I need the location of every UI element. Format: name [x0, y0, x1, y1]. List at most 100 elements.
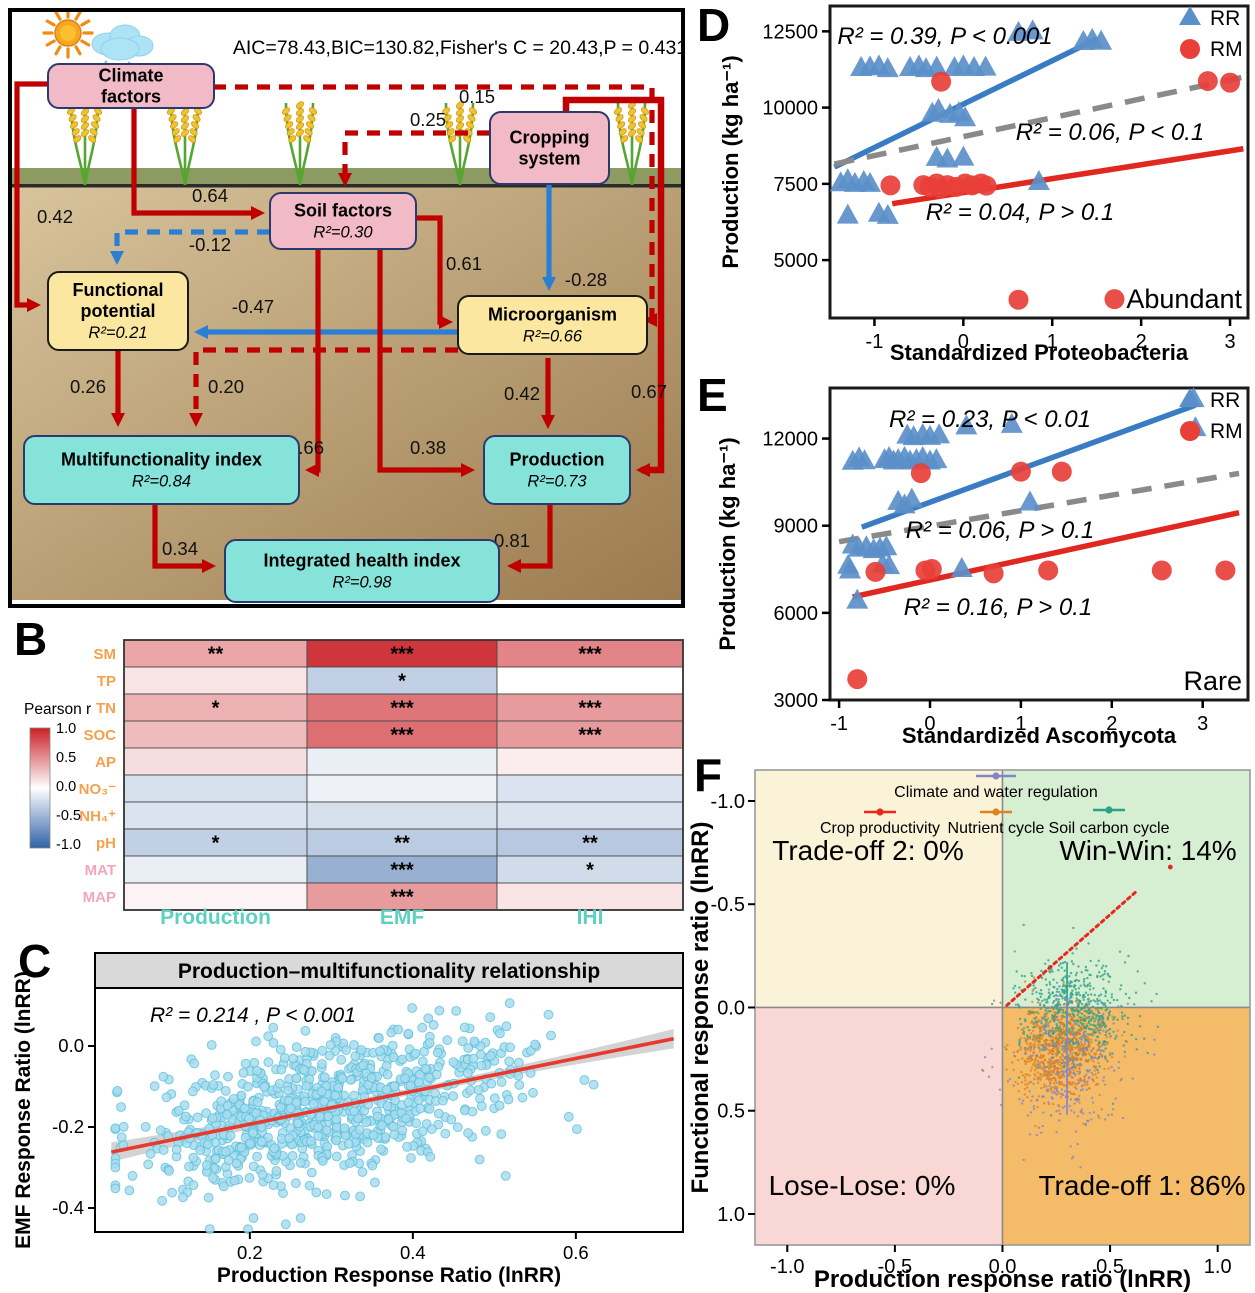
svg-text:-0.2: -0.2	[52, 1116, 84, 1137]
sem-edge-label-production-ihi: 0.81	[494, 530, 530, 551]
plot-title: Production–multifunctionality relationsh…	[178, 960, 600, 983]
sem-node-emf: Multifunctionality index R²=0.84	[23, 435, 300, 505]
quadrant-label-trade-off-2: Trade-off 2: 0%	[772, 835, 963, 866]
rice-plant-icon	[613, 101, 650, 186]
svg-text:Multifunctionality index: Multifunctionality index	[61, 450, 262, 470]
sem-edge-cropping-soil	[338, 130, 490, 187]
legend-label: Climate and water regulation	[894, 784, 1098, 801]
svg-text:9000: 9000	[774, 516, 819, 538]
r2-annotation: R² = 0.06, P > 0.1	[906, 517, 1095, 544]
svg-text:10000: 10000	[762, 98, 818, 120]
svg-text:0: 0	[924, 713, 935, 735]
regression-line	[110, 1036, 675, 1154]
heatmap-cell	[496, 882, 684, 911]
svg-text:R²=0.98: R²=0.98	[332, 574, 392, 592]
y-axis-title: EMF Response Ratio (lnRR)	[12, 971, 35, 1249]
svg-text:2: 2	[1106, 713, 1117, 735]
legend-tick: -1.0	[56, 837, 81, 853]
legend-tick: 0.0	[56, 779, 76, 795]
svg-text:0.5: 0.5	[1096, 1256, 1124, 1278]
panel-a-border	[8, 8, 685, 608]
axes: -1 0 1 2 3 5000 7500 10000 12500	[762, 21, 1235, 353]
y-axis-title: Functional response ratio (lnRR)	[690, 821, 714, 1193]
svg-text:-0.4: -0.4	[52, 1197, 84, 1218]
heatmap-column-labels: Production EMF IHI	[160, 906, 603, 929]
significance-stars: *	[212, 833, 220, 855]
sem-fit-statistics: AIC=78.43,BIC=130.82,Fisher's C = 20.43,…	[233, 37, 685, 59]
sem-edge-label-micro-production: 0.42	[504, 383, 540, 404]
legend-label-RR: RR	[1210, 389, 1240, 412]
axes: 0.2 0.4 0.6 0.0 -0.2 -0.4	[52, 1035, 589, 1263]
points-RR	[829, 19, 1113, 224]
points-RM	[847, 461, 1236, 690]
row-label-MAT: MAT	[85, 862, 116, 879]
svg-text:0.4: 0.4	[400, 1242, 426, 1263]
heatmap-cell	[496, 639, 684, 668]
rain-cloud-icon	[91, 24, 154, 78]
sem-edge-emf-ihi	[152, 504, 216, 573]
svg-text:0.0: 0.0	[58, 1035, 84, 1056]
svg-text:1.0: 1.0	[1204, 1256, 1232, 1278]
sem-edge-climate-micro	[213, 84, 657, 327]
significance-stars: ***	[578, 725, 602, 747]
row-label-TP: TP	[97, 673, 116, 690]
sem-edge-label-climate-micro: 0.15	[459, 86, 495, 107]
row-label-TN: TN	[96, 700, 116, 717]
x-axis-title: Standardized Ascomycota	[902, 723, 1177, 748]
heatmap-cell	[123, 801, 308, 830]
svg-text:3: 3	[1197, 713, 1208, 735]
fit-line-RR-fit	[833, 36, 1098, 170]
row-label-MAP: MAP	[83, 889, 116, 906]
panel-b-label: B	[14, 613, 48, 665]
svg-text:R²=0.84: R²=0.84	[132, 473, 191, 491]
sem-edge-micro-emf	[189, 347, 458, 427]
svg-text:3000: 3000	[774, 690, 819, 712]
panel-f-quadrant: Trade-off 2: 0% Win-Win: 14% Lose-Lose: 0%…	[690, 769, 1251, 1293]
sem-node-production: Production R²=0.73	[483, 435, 631, 505]
row-label-NO₃⁻: NO₃⁻	[79, 781, 116, 798]
column-label-EMF: EMF	[380, 906, 425, 929]
heatmap-cell	[496, 801, 684, 830]
svg-text:R²=0.73: R²=0.73	[527, 473, 587, 491]
significance-stars: **	[208, 644, 224, 666]
corner-tag: Abundant	[1126, 284, 1242, 314]
svg-text:0.0: 0.0	[989, 1256, 1017, 1278]
legend-title: Pearson r	[24, 701, 91, 718]
points-RM	[880, 71, 1241, 310]
svg-text:Cropping: Cropping	[510, 128, 590, 148]
rice-plant-icon	[66, 101, 103, 186]
r2-annotation: R² = 0.214 , P < 0.001	[150, 1004, 356, 1027]
svg-text:-1: -1	[830, 713, 848, 735]
heatmap-cell	[496, 747, 684, 776]
sem-edge-label-climate-functional: 0.42	[37, 206, 73, 227]
significance-stars: ***	[390, 725, 414, 747]
heatmap-cell	[306, 747, 498, 776]
sem-edge-soil-functional	[110, 229, 270, 265]
svg-text:system: system	[518, 149, 580, 169]
svg-text:potential: potential	[81, 301, 156, 321]
legend-label: Crop productivity	[820, 820, 940, 837]
svg-text:-1.0: -1.0	[711, 791, 745, 813]
y-axis-title: Production (kg ha⁻¹)	[718, 55, 743, 268]
sem-edge-label-cropping-production: 0.67	[631, 381, 667, 402]
x-axis-title: Standardized Proteobacteria	[890, 340, 1189, 365]
sem-edge-climate-functional	[14, 81, 48, 312]
column-label-IHI: IHI	[577, 906, 604, 929]
heatmap-row-labels: SM TP TN SOC AP NO₃⁻ NH₄⁺ pH MAT MAP	[79, 646, 117, 906]
svg-text:12500: 12500	[762, 21, 818, 43]
rice-plant-icon	[281, 101, 318, 186]
svg-text:R²=0.66: R²=0.66	[523, 328, 583, 346]
significance-stars: *	[398, 671, 406, 693]
axes: -1.0 -0.5 0.0 0.5 1.0 -1.0 -0.5 0.0 0.5 1.0	[711, 791, 1232, 1278]
sem-edge-label-soil-micro: 0.61	[446, 253, 482, 274]
axes: -1 0 1 2 3 3000 6000 9000 12000	[762, 429, 1208, 735]
svg-text:7500: 7500	[774, 174, 819, 196]
quadrant-label-trade-off-1: Trade-off 1: 86%	[1038, 1170, 1245, 1201]
heatmap-cell	[123, 720, 308, 749]
quadrant-trade-off-2	[755, 770, 1003, 1008]
legend-label: Nutrient cycle	[948, 820, 1045, 837]
plot-title-strip	[94, 952, 684, 989]
svg-text:factors: factors	[101, 87, 161, 107]
panel-c-label: C	[18, 935, 52, 987]
